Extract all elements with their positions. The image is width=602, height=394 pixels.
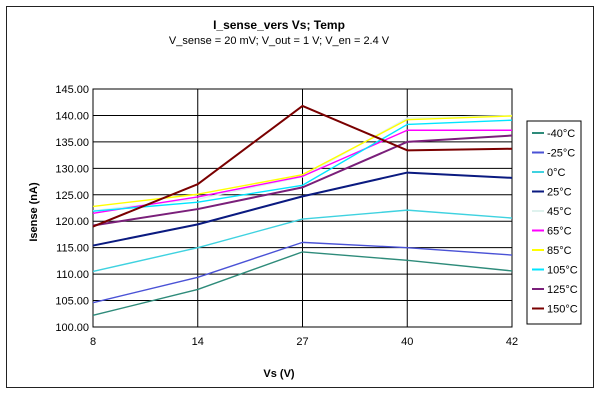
y-tick-label: 140.00 — [55, 110, 89, 122]
legend-box — [526, 120, 582, 325]
legend-entry: 65°C — [547, 226, 572, 238]
y-axis-label: Isense (nA) — [28, 182, 40, 242]
legend-entry: -25°C — [547, 148, 575, 160]
y-tick-label: 115.00 — [56, 243, 89, 255]
legend-entry: 125°C — [547, 284, 578, 296]
series-line-1 — [92, 241, 513, 304]
legend-entry: 0°C — [547, 167, 566, 179]
legend-entry: 105°C — [547, 265, 578, 277]
legend-entry: -40°C — [547, 128, 575, 140]
series-line-0 — [92, 251, 513, 317]
y-tick-label: 100.00 — [55, 322, 89, 334]
y-tick-label: 135.00 — [55, 137, 89, 149]
series-line-5 — [92, 129, 512, 214]
x-axis-label: Vs (V) — [263, 368, 295, 380]
series-line-7 — [92, 119, 513, 212]
x-tick-label: 14 — [192, 336, 204, 348]
legend-entry: 150°C — [547, 304, 578, 316]
y-tick-label: 105.00 — [55, 296, 89, 308]
line-chart: I_sense_vers Vs; Temp V_sense = 20 mV; V… — [28, 18, 582, 380]
series-line-2 — [92, 209, 513, 273]
series-line-3 — [92, 171, 513, 247]
series-line-9 — [92, 104, 513, 228]
y-tick-label: 130.00 — [55, 163, 89, 175]
legend-entry: 25°C — [547, 187, 572, 199]
legend-entry: 85°C — [547, 245, 572, 257]
x-tick-label: 27 — [296, 336, 308, 348]
x-tick-label: 8 — [90, 336, 96, 348]
x-tick-label: 40 — [401, 336, 413, 348]
legend-entry: 45°C — [547, 206, 572, 218]
y-tick-label: 120.00 — [55, 216, 89, 228]
y-tick-label: 145.00 — [55, 84, 89, 96]
series-line-8 — [92, 134, 513, 227]
chart-subtitle: V_sense = 20 mV; V_out = 1 V; V_en = 2.4… — [169, 35, 390, 47]
chart-title: I_sense_vers Vs; Temp — [213, 18, 345, 32]
chart-frame: I_sense_vers Vs; Temp V_sense = 20 mV; V… — [6, 6, 594, 388]
x-tick-label: 42 — [506, 336, 518, 348]
y-tick-label: 110.00 — [56, 269, 89, 281]
y-tick-label: 125.00 — [55, 190, 89, 202]
